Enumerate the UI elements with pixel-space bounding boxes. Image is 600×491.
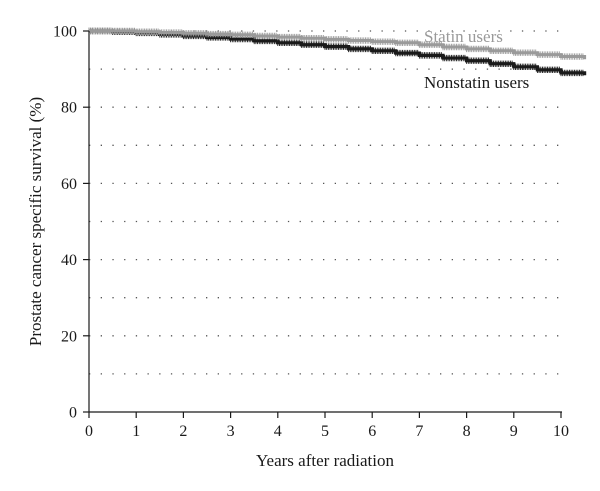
x-tick-label: 0: [85, 423, 93, 440]
y-tick-label: 80: [61, 100, 77, 117]
x-axis-title: Years after radiation: [256, 451, 395, 470]
y-tick-label: 20: [61, 328, 77, 345]
x-tick-label: 10: [553, 423, 569, 440]
x-tick-label: 7: [415, 423, 423, 440]
x-tick-labels: 0 1 2 3 4 5 6 7 8 9 10: [85, 412, 569, 440]
series-label-nonstatin-users: Nonstatin users: [424, 73, 529, 92]
y-tick-labels: 0 20 40 60 80 100: [53, 24, 89, 422]
x-tick-label: 2: [179, 423, 187, 440]
y-tick-label: 100: [53, 24, 77, 41]
x-tick-label: 3: [227, 423, 235, 440]
x-tick-label: 4: [274, 423, 282, 440]
x-tick-label: 8: [463, 423, 471, 440]
y-tick-label: 60: [61, 176, 77, 193]
x-tick-label: 5: [321, 423, 329, 440]
y-axis-title: Prostate cancer specific survival (%): [26, 97, 45, 346]
x-tick-label: 6: [368, 423, 376, 440]
series-label-statin-users: Statin users: [424, 27, 503, 46]
y-tick-label: 0: [69, 405, 77, 422]
censor-marks: [88, 27, 584, 60]
y-tick-label: 40: [61, 252, 77, 269]
x-tick-label: 1: [132, 423, 140, 440]
x-tick-label: 9: [510, 423, 518, 440]
